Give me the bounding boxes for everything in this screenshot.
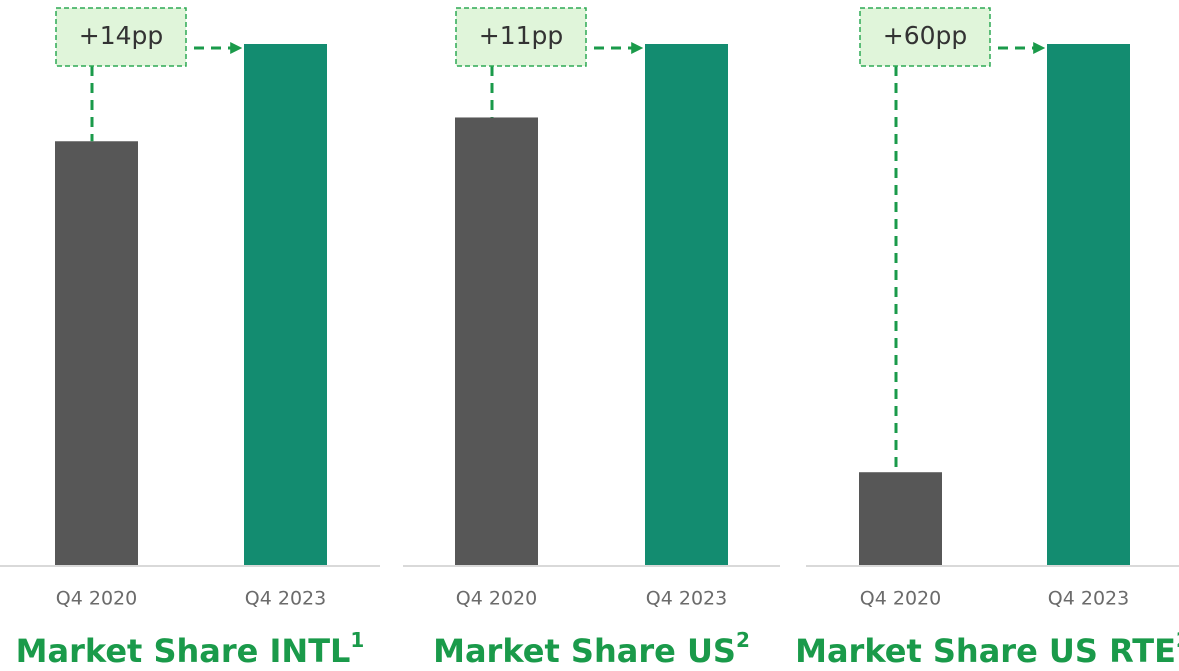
x-tick-label: Q4 2023 bbox=[646, 588, 727, 610]
x-tick-label: Q4 2020 bbox=[56, 588, 137, 610]
annotation-label: +60pp bbox=[883, 21, 968, 50]
panel-title: Market Share INTL1 bbox=[16, 628, 365, 671]
annotation-box bbox=[455, 7, 587, 67]
footnote-mark: 1 bbox=[350, 628, 364, 652]
annotation-box bbox=[55, 7, 187, 67]
bar bbox=[244, 44, 327, 565]
bar bbox=[859, 472, 942, 565]
title-text: Market Share US bbox=[433, 632, 736, 670]
title-text: Market Share US RTE bbox=[795, 632, 1176, 670]
x-tick-label: Q4 2020 bbox=[456, 588, 537, 610]
footnote-mark: 2 bbox=[736, 628, 750, 652]
panel-title: Market Share US RTE2 bbox=[795, 628, 1179, 671]
bar bbox=[1047, 44, 1130, 565]
panel-title: Market Share US2 bbox=[433, 628, 750, 671]
title-text: Market Share INTL bbox=[16, 632, 351, 670]
bar bbox=[55, 141, 138, 565]
bar bbox=[645, 44, 728, 565]
annotation-box bbox=[859, 7, 991, 67]
x-tick-label: Q4 2023 bbox=[245, 588, 326, 610]
x-tick-label: Q4 2020 bbox=[860, 588, 941, 610]
annotation-label: +14pp bbox=[79, 21, 164, 50]
annotation-label: +11pp bbox=[479, 21, 564, 50]
bar bbox=[455, 117, 538, 565]
footnote-mark: 2 bbox=[1176, 628, 1179, 652]
x-tick-label: Q4 2023 bbox=[1048, 588, 1129, 610]
